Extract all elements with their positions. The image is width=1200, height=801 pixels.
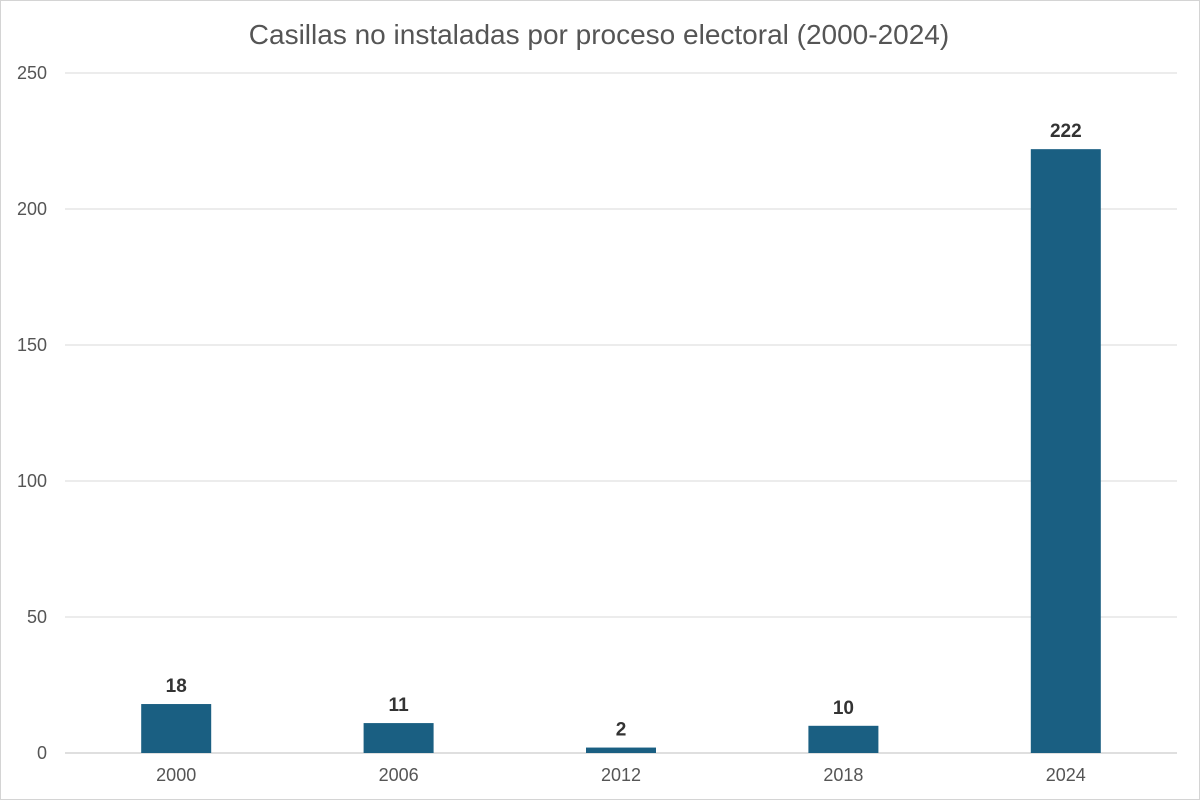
y-tick-label: 200: [17, 199, 47, 219]
x-tick-label: 2006: [379, 765, 419, 785]
y-tick-label: 50: [27, 607, 47, 627]
x-tick-label: 2024: [1046, 765, 1086, 785]
x-tick-label: 2012: [601, 765, 641, 785]
bar-2006: [363, 723, 434, 753]
x-tick-label: 2000: [156, 765, 196, 785]
x-tick-label: 2018: [823, 765, 863, 785]
data-label-2006: 11: [389, 695, 410, 716]
data-label-2018: 10: [833, 698, 854, 719]
y-tick-label: 150: [17, 335, 47, 355]
y-tick-label: 100: [17, 471, 47, 491]
bar-2024: [1030, 149, 1101, 753]
y-axis-tick-labels: 0 50 100 150 200 250: [17, 63, 47, 763]
chart-title: Casillas no instaladas por proceso elect…: [249, 19, 949, 50]
bar-2012: [586, 747, 656, 753]
gridlines: [65, 72, 1177, 754]
bar-2018: [808, 725, 879, 753]
data-label-2012: 2: [616, 720, 627, 741]
y-tick-label: 0: [37, 743, 47, 763]
data-label-2024: 222: [1050, 121, 1082, 142]
y-tick-label: 250: [17, 63, 47, 83]
data-label-2000: 18: [166, 676, 187, 697]
bars: [141, 149, 1101, 753]
data-labels: 18 11 2 10 222: [166, 121, 1082, 740]
x-axis-tick-labels: 2000 2006 2012 2018 2024: [156, 765, 1086, 785]
bar-2000: [141, 704, 212, 753]
